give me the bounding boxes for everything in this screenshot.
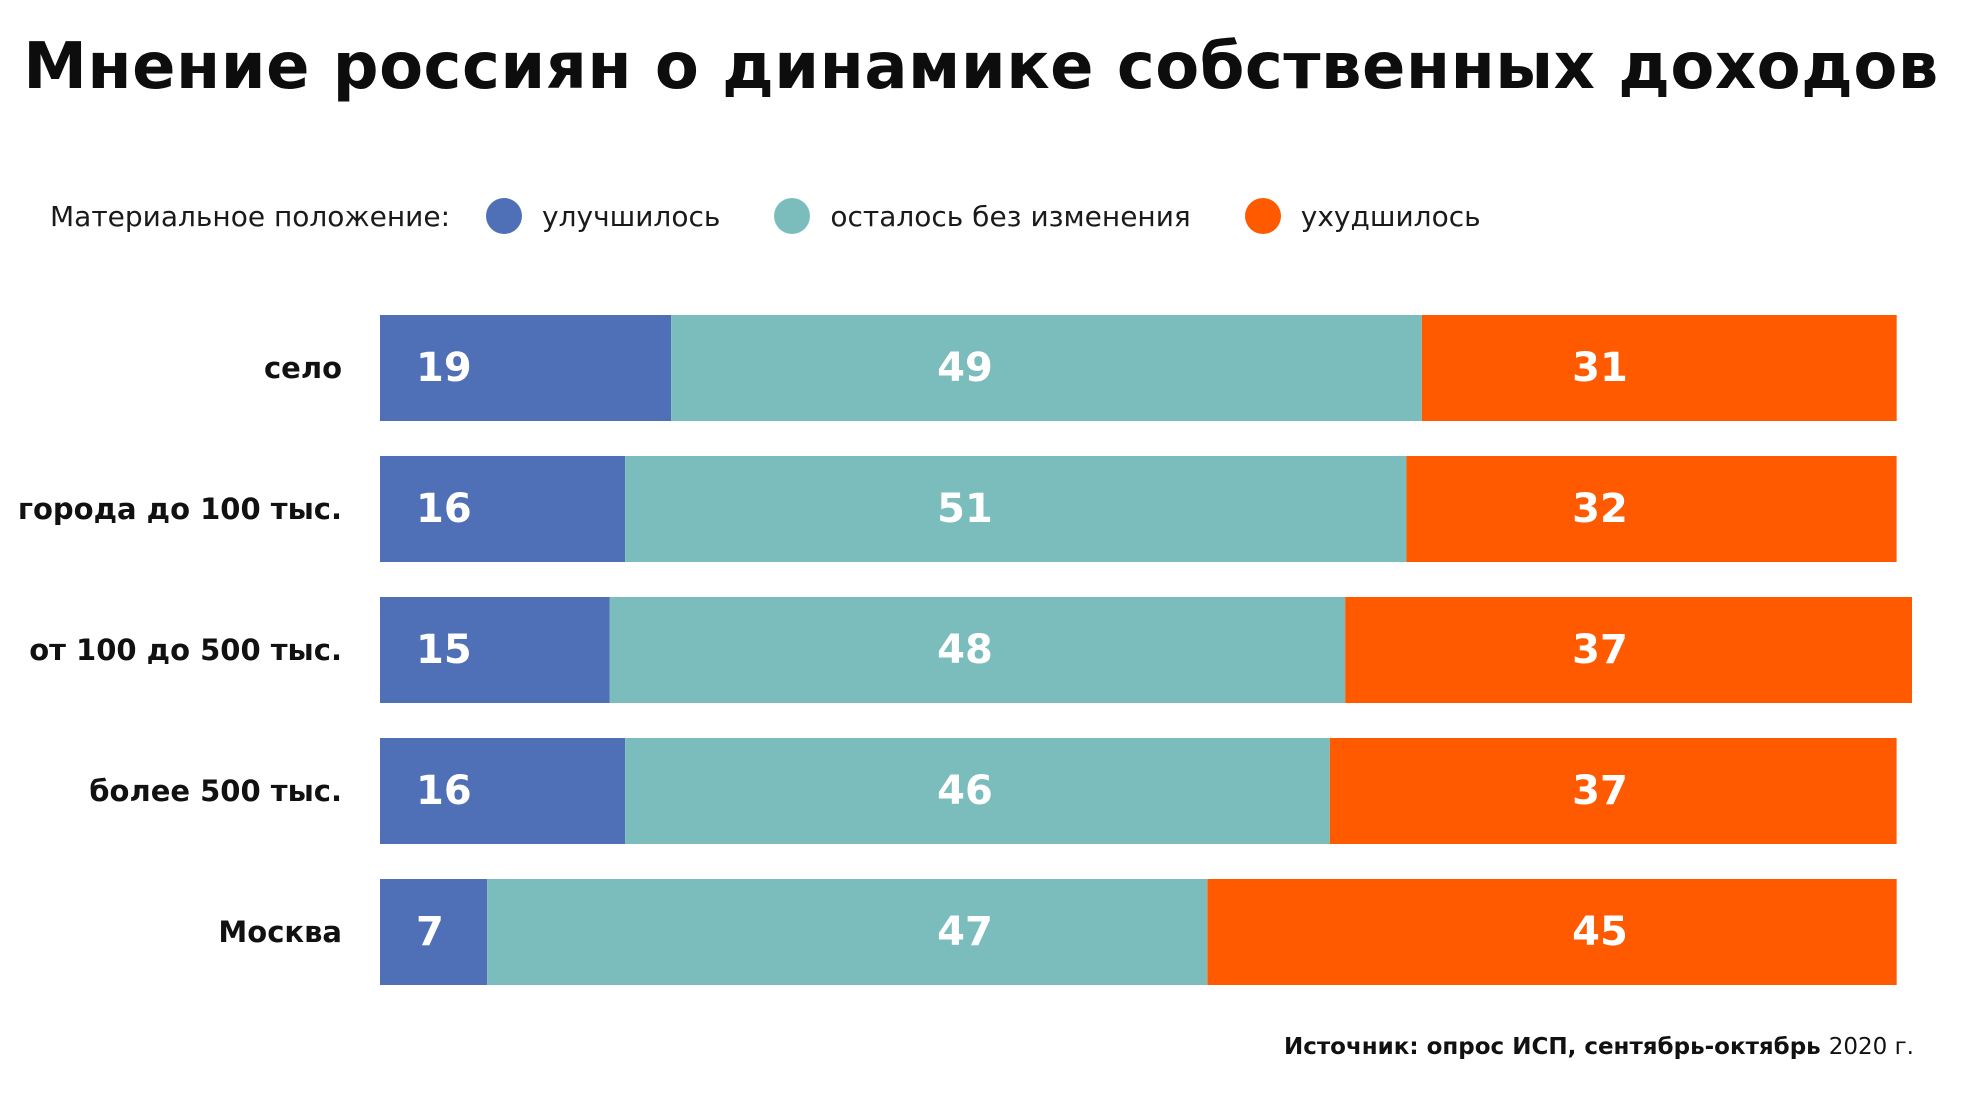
data-label-worsened: 45 — [1572, 909, 1628, 955]
data-label-worsened: 37 — [1572, 627, 1628, 673]
source-text: : опрос ИСП, сентябрь-октябрь — [1409, 1034, 1829, 1060]
category-label: более 500 тыс. — [89, 774, 342, 808]
source-note: Источник: опрос ИСП, сентябрь-октябрь 20… — [1284, 1034, 1914, 1060]
data-label-worsened: 31 — [1572, 345, 1628, 391]
bar-segment-improved — [380, 315, 672, 421]
category-label: Москва — [218, 915, 342, 949]
source-label: Источник — [1283, 1034, 1410, 1060]
bar-segment-improved — [380, 879, 488, 985]
data-label-unchanged: 47 — [937, 909, 993, 955]
bar-segment-worsened — [1421, 315, 1897, 421]
data-label-improved: 16 — [416, 486, 472, 532]
category-label: от 100 до 500 тыс. — [29, 633, 342, 667]
legend-swatch-worsened — [1244, 198, 1281, 234]
bar-segment-improved — [380, 738, 626, 844]
legend-item-worsened: ухудшилось — [1244, 198, 1481, 234]
category-label: село — [264, 351, 342, 385]
bar-segment-unchanged — [625, 738, 1330, 844]
bar-segment-worsened — [1345, 597, 1912, 703]
data-label-unchanged: 49 — [937, 345, 993, 391]
data-label-improved: 16 — [416, 768, 472, 814]
legend: Материальное положение: улучшилось остал… — [50, 196, 1535, 236]
data-label-improved: 19 — [416, 345, 472, 391]
bar-segment-worsened — [1406, 456, 1897, 562]
bar-segment-improved — [380, 597, 610, 703]
data-label-worsened: 32 — [1572, 486, 1628, 532]
legend-item-unchanged: осталось без изменения — [774, 198, 1191, 234]
source-year: 2020 г. — [1828, 1034, 1914, 1060]
legend-swatch-unchanged — [774, 198, 811, 234]
legend-swatch-improved — [486, 198, 523, 234]
bar-segment-worsened — [1207, 879, 1897, 985]
legend-item-improved: улучшилось — [486, 198, 720, 234]
category-label: города до 100 тыс. — [18, 492, 342, 526]
data-label-improved: 15 — [416, 627, 472, 673]
legend-label-unchanged: осталось без изменения — [830, 199, 1191, 233]
data-label-unchanged: 51 — [937, 486, 993, 532]
bar-segment-unchanged — [487, 879, 1208, 985]
data-label-unchanged: 46 — [937, 768, 993, 814]
data-label-worsened: 37 — [1572, 768, 1628, 814]
legend-label-worsened: ухудшилось — [1300, 199, 1481, 233]
bar-segment-unchanged — [625, 456, 1407, 562]
legend-title: Материальное положение: — [50, 199, 451, 233]
bar-segment-improved — [380, 456, 626, 562]
legend-label-improved: улучшилось — [542, 199, 721, 233]
bar-segment-unchanged — [609, 597, 1346, 703]
data-label-improved: 7 — [416, 909, 444, 955]
chart-title: Мнение россиян о динамике собственных до… — [23, 30, 1939, 104]
bar-segment-unchanged — [671, 315, 1422, 421]
bar-segment-worsened — [1329, 738, 1897, 844]
data-label-unchanged: 48 — [937, 627, 993, 673]
